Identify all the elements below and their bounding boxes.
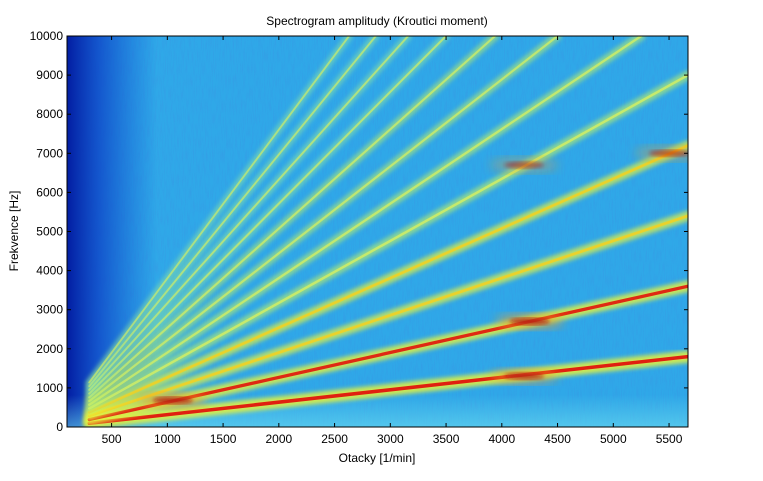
y-tick-label: 1000: [36, 381, 63, 395]
y-tick-label: 8000: [36, 107, 63, 121]
x-tick-label: 3500: [433, 432, 460, 446]
x-tick-label: 4000: [488, 432, 515, 446]
x-tick-label: 5000: [600, 432, 627, 446]
y-axis-title: Frekvence [Hz]: [7, 191, 21, 272]
y-tick-label: 6000: [36, 185, 63, 199]
hotspot-3: [504, 161, 545, 169]
y-tick-label: 7000: [36, 146, 63, 160]
hotspots: [138, 145, 688, 409]
x-axis-title: Otacky [1/min]: [339, 451, 416, 465]
x-tick-label: 1500: [210, 432, 237, 446]
x-tick-label: 2500: [321, 432, 348, 446]
y-tick-label: 0: [56, 420, 63, 434]
chart-title: Spectrogram amplitudy (Kroutici moment): [266, 14, 487, 28]
plot-area: [67, 36, 688, 427]
y-tick-label: 4000: [36, 264, 63, 278]
order-line-19: [87, 354, 688, 426]
order-line-57: [87, 214, 688, 418]
order-line-209: [88, 36, 377, 388]
order-line-152: [88, 36, 497, 399]
x-tick-label: 3000: [377, 432, 404, 446]
x-tick-label: 2000: [265, 432, 292, 446]
order-line-228: [88, 36, 351, 384]
order-line-190: [88, 36, 410, 391]
hotspot-4: [649, 149, 688, 157]
order-line-133: [88, 36, 559, 403]
x-tick-label: 4500: [544, 432, 571, 446]
x-axis: 500 1000 1500 2000 2500 3000 3500 4000 4500 5000 5…: [102, 36, 683, 446]
hotspot-1: [504, 372, 545, 380]
order-lines: [83, 36, 688, 427]
x-tick-label: 1000: [154, 432, 181, 446]
x-tick-label: 500: [102, 432, 122, 446]
hotspot-0: [509, 317, 550, 325]
y-tick-label: 5000: [36, 225, 63, 239]
order-line-76: [87, 144, 688, 414]
y-tick-label: 2000: [36, 342, 63, 356]
y-axis: 0 1000 2000 3000 4000 5000 6000 7000 8000 9000 100…: [30, 29, 688, 434]
y-tick-label: 3000: [36, 303, 63, 317]
order-line-171: [88, 36, 448, 395]
order-line-114: [88, 36, 643, 406]
order-line-95: [88, 73, 688, 410]
y-tick-label: 9000: [36, 68, 63, 82]
hotspot-2: [152, 396, 193, 404]
x-tick-label: 5500: [656, 432, 683, 446]
y-tick-label: 10000: [30, 29, 64, 43]
